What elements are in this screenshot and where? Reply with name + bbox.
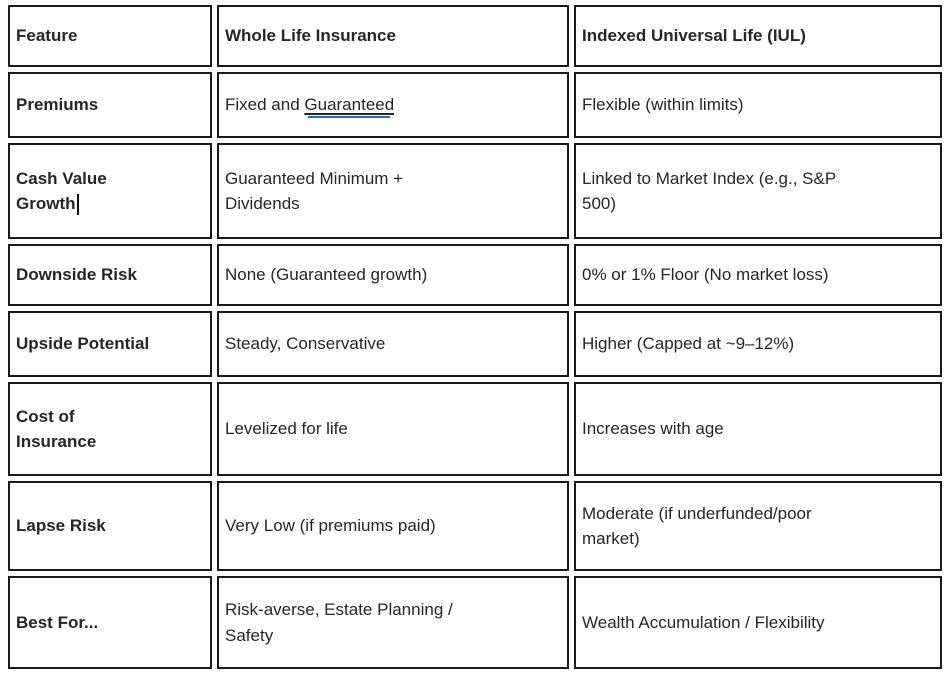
cell-text: Very Low (if premiums paid)	[225, 516, 436, 536]
cell-text: Moderate (if underfunded/poor market)	[582, 503, 812, 549]
cell-text: Linked to Market Index (e.g., S&P 500)	[582, 168, 837, 214]
cell-text: Fixed and	[225, 95, 305, 115]
cell-text: Cash Value Growth	[16, 168, 107, 214]
header-label-feature: Feature	[16, 26, 78, 46]
feature-cell-lapse-risk[interactable]: Lapse Risk	[8, 481, 212, 571]
cell-text: Increases with age	[582, 419, 724, 439]
table-row-premiums: Premiums Fixed and Guaranteed Flexible (…	[8, 72, 942, 138]
cell-text: 0% or 1% Floor (No market loss)	[582, 265, 829, 285]
guaranteed-link[interactable]: Guaranteed	[304, 95, 395, 115]
cell-text: Levelized for life	[225, 419, 348, 439]
cell-text: Cost of Insurance	[16, 406, 97, 452]
whole-life-cell-lapse-risk[interactable]: Very Low (if premiums paid)	[217, 481, 569, 571]
header-cell-whole-life[interactable]: Whole Life Insurance	[217, 5, 569, 67]
header-cell-iul[interactable]: Indexed Universal Life (IUL)	[574, 5, 942, 67]
iul-cell-best-for[interactable]: Wealth Accumulation / Flexibility	[574, 576, 942, 669]
whole-life-cell-cost-of-insurance[interactable]: Levelized for life	[217, 382, 569, 476]
table-row-upside-potential: Upside Potential Steady, Conservative Hi…	[8, 311, 942, 377]
iul-cell-cost-of-insurance[interactable]: Increases with age	[574, 382, 942, 476]
feature-cell-best-for[interactable]: Best For...	[8, 576, 212, 669]
cell-text: Lapse Risk	[16, 516, 106, 536]
whole-life-cell-premiums[interactable]: Fixed and Guaranteed	[217, 72, 569, 138]
feature-cell-cash-value-growth[interactable]: Cash Value Growth	[8, 143, 212, 239]
header-label-iul: Indexed Universal Life (IUL)	[582, 26, 806, 46]
table-row-downside-risk: Downside Risk None (Guaranteed growth) 0…	[8, 244, 942, 306]
iul-cell-premiums[interactable]: Flexible (within limits)	[574, 72, 942, 138]
feature-cell-premiums[interactable]: Premiums	[8, 72, 212, 138]
table-row-best-for: Best For... Risk-averse, Estate Planning…	[8, 576, 942, 669]
feature-cell-downside-risk[interactable]: Downside Risk	[8, 244, 212, 306]
header-cell-feature[interactable]: Feature	[8, 5, 212, 67]
whole-life-cell-downside-risk[interactable]: None (Guaranteed growth)	[217, 244, 569, 306]
cell-text: Upside Potential	[16, 334, 150, 354]
cell-text: Higher (Capped at ~9–12%)	[582, 334, 795, 354]
iul-cell-downside-risk[interactable]: 0% or 1% Floor (No market loss)	[574, 244, 942, 306]
cell-text: Best For...	[16, 612, 99, 632]
iul-cell-lapse-risk[interactable]: Moderate (if underfunded/poor market)	[574, 481, 942, 571]
comparison-table: Feature Whole Life Insurance Indexed Uni…	[3, 0, 947, 674]
text-cursor	[76, 194, 79, 215]
whole-life-cell-upside-potential[interactable]: Steady, Conservative	[217, 311, 569, 377]
cell-text: Downside Risk	[16, 265, 137, 285]
cell-text: Flexible (within limits)	[582, 95, 744, 115]
whole-life-cell-cash-value-growth[interactable]: Guaranteed Minimum + Dividends	[217, 143, 569, 239]
cell-text: Guaranteed Minimum + Dividends	[225, 168, 404, 214]
cell-text: None (Guaranteed growth)	[225, 265, 428, 285]
cell-text: Risk-averse, Estate Planning / Safety	[225, 600, 453, 645]
header-label-whole-life: Whole Life Insurance	[225, 26, 396, 46]
cell-text: Premiums	[16, 95, 99, 115]
iul-cell-upside-potential[interactable]: Higher (Capped at ~9–12%)	[574, 311, 942, 377]
header-row: Feature Whole Life Insurance Indexed Uni…	[8, 5, 942, 67]
iul-cell-cash-value-growth[interactable]: Linked to Market Index (e.g., S&P 500)	[574, 143, 942, 239]
table-row-cost-of-insurance: Cost of Insurance Levelized for life Inc…	[8, 382, 942, 476]
table-row-cash-value-growth: Cash Value Growth Guaranteed Minimum + D…	[8, 143, 942, 239]
table-header: Feature Whole Life Insurance Indexed Uni…	[8, 5, 942, 67]
feature-cell-upside-potential[interactable]: Upside Potential	[8, 311, 212, 377]
feature-cell-cost-of-insurance[interactable]: Cost of Insurance	[8, 382, 212, 476]
table-row-lapse-risk: Lapse Risk Very Low (if premiums paid) M…	[8, 481, 942, 571]
whole-life-cell-best-for[interactable]: Risk-averse, Estate Planning / Safety	[217, 576, 569, 669]
cell-text: Steady, Conservative	[225, 334, 386, 354]
table-body: Premiums Fixed and Guaranteed Flexible (…	[8, 72, 942, 669]
cell-text: Wealth Accumulation / Flexibility	[582, 612, 825, 632]
